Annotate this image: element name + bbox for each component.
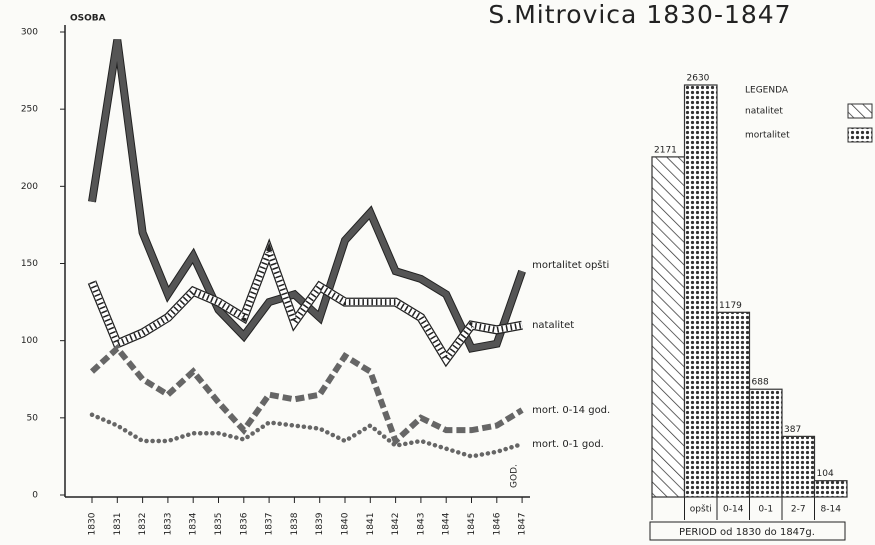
series-line [89,412,525,459]
x-tick-label: 1846 [492,512,502,535]
bar-value-label: 688 [752,378,769,388]
x-tick-label: 1838 [290,512,300,535]
x-tick-label: 2-7 [791,505,806,515]
series-label: natalitet [532,320,574,331]
series-label: mortalitet opšti [532,259,609,271]
bar [781,435,816,498]
y-axis-label: OSOBA [70,14,106,24]
x-tick-label: 1830 [88,512,98,535]
x-tick-label: opšti [690,504,712,515]
bar-value-label: 387 [784,425,801,435]
x-tick-label: 1832 [138,513,148,536]
chart-title: S.Mitrovica 1830-1847 [488,0,791,29]
x-tick-label: 1834 [189,512,199,535]
bar-x-label: PERIOD od 1830 do 1847g. [679,527,815,538]
series-label: mort. 0-14 god. [532,405,610,416]
y-tick-label: 100 [21,336,38,346]
x-tick-label: 0-1 [758,505,773,515]
legend-swatch [847,127,873,143]
x-axis-label: GOD. [510,464,520,488]
x-tick-label: 8-14 [821,505,842,515]
legend-label: mortalitet [745,131,790,141]
bar-value-label: 2171 [654,145,677,155]
x-tick-label: 0-14 [723,505,744,515]
series-line-outline [88,241,523,365]
x-tick-label: 1843 [416,513,426,536]
x-tick-label: 1845 [467,513,477,536]
x-tick-label: 1831 [113,513,123,536]
x-tick-label: 1840 [341,512,351,535]
bar [813,480,848,498]
y-tick-label: 50 [27,413,39,423]
x-tick-label: 1847 [518,513,528,536]
series-line [89,344,524,447]
legend-title: LEGENDA [745,86,789,96]
legend-label: natalitet [745,107,783,117]
y-tick-label: 200 [21,182,38,192]
y-tick-label: 300 [21,28,38,38]
x-tick-label: 1839 [315,512,325,535]
bar-value-label: 1179 [719,301,742,311]
x-tick-label: 1841 [366,513,376,536]
x-tick-label: 1833 [163,513,173,536]
bar [651,156,686,498]
bar-value-label: 2630 [687,74,710,84]
footer-box [649,521,846,541]
x-tick-label: 1836 [239,512,249,535]
x-tick-label: 1837 [265,513,275,536]
x-tick-label: 1842 [391,513,401,536]
y-tick-label: 150 [21,259,38,269]
bar [683,84,718,498]
bar [748,388,783,498]
legend-swatch [847,103,873,119]
x-tick-label: 1835 [214,513,224,536]
bar [716,311,751,498]
y-tick-label: 250 [21,105,38,115]
series-label: mort. 0-1 god. [532,439,604,450]
y-tick-label: 0 [32,491,38,501]
x-tick-label: 1844 [442,512,452,535]
bar-value-label: 104 [817,469,834,479]
